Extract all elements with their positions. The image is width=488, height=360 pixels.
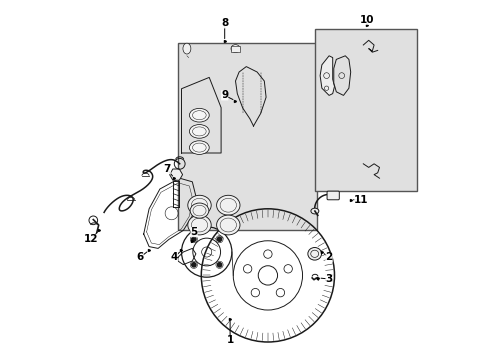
Ellipse shape — [189, 125, 209, 138]
Text: 6: 6 — [136, 252, 143, 262]
Text: 4: 4 — [170, 252, 178, 262]
Circle shape — [217, 263, 221, 267]
Ellipse shape — [190, 203, 208, 218]
Text: 10: 10 — [359, 15, 373, 25]
Ellipse shape — [183, 43, 190, 54]
Ellipse shape — [189, 108, 209, 122]
Text: 8: 8 — [221, 18, 228, 28]
Text: 7: 7 — [163, 164, 170, 174]
Ellipse shape — [187, 195, 211, 215]
Bar — [178, 43, 316, 230]
Circle shape — [191, 263, 196, 267]
FancyBboxPatch shape — [326, 191, 339, 200]
Bar — [314, 29, 416, 191]
Text: 12: 12 — [84, 234, 99, 244]
Ellipse shape — [310, 208, 318, 214]
Ellipse shape — [187, 215, 211, 235]
Text: 5: 5 — [190, 227, 197, 237]
Ellipse shape — [216, 215, 240, 235]
Text: 9: 9 — [221, 90, 228, 100]
Ellipse shape — [216, 195, 240, 215]
Polygon shape — [333, 56, 350, 95]
Text: 1: 1 — [226, 335, 233, 345]
Ellipse shape — [189, 141, 209, 154]
Bar — [231, 46, 239, 52]
Polygon shape — [320, 56, 334, 95]
Ellipse shape — [307, 248, 321, 260]
Circle shape — [217, 237, 221, 241]
Circle shape — [191, 237, 196, 241]
Text: 11: 11 — [353, 195, 368, 205]
Text: 2: 2 — [325, 252, 332, 262]
Ellipse shape — [230, 45, 240, 53]
Text: 3: 3 — [325, 274, 332, 284]
